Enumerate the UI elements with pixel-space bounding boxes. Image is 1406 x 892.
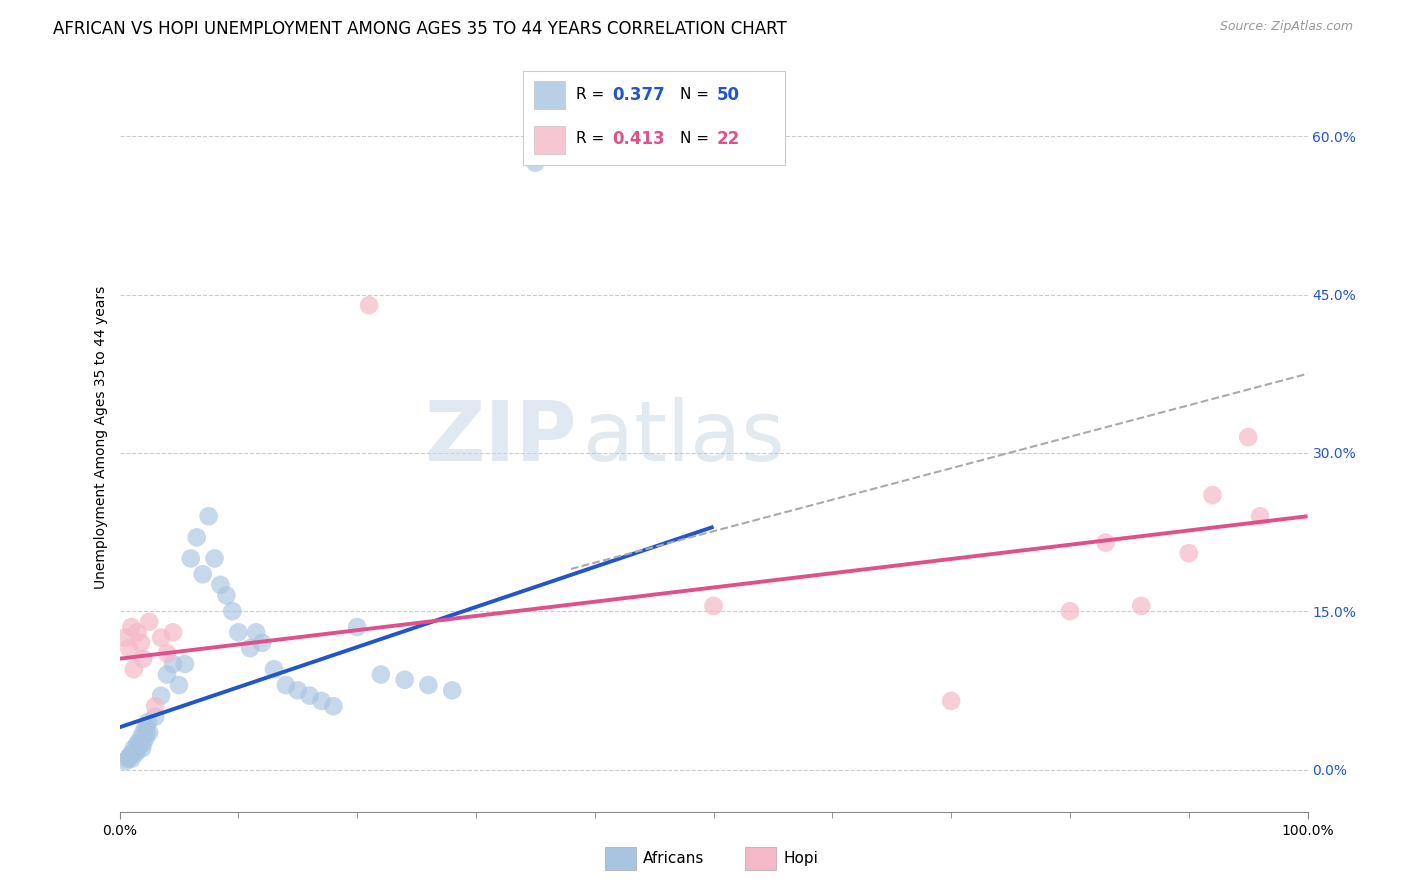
Point	[1059, 604, 1081, 618]
Point	[245, 625, 267, 640]
Point	[114, 631, 136, 645]
Point	[143, 710, 166, 724]
Point	[418, 678, 440, 692]
Point	[128, 739, 150, 754]
Text: Source: ZipAtlas.com: Source: ZipAtlas.com	[1219, 20, 1353, 33]
Text: N =: N =	[681, 131, 714, 146]
Point	[167, 678, 190, 692]
Point	[138, 615, 160, 629]
Point	[346, 620, 368, 634]
Bar	[534, 126, 565, 153]
Point	[120, 620, 142, 634]
Point	[150, 689, 173, 703]
Text: N =: N =	[681, 87, 714, 103]
Point	[1178, 546, 1201, 560]
Point	[135, 731, 157, 745]
Point	[162, 657, 184, 671]
Point	[132, 736, 155, 750]
Point	[322, 699, 344, 714]
Point	[129, 731, 152, 745]
Y-axis label: Unemployment Among Ages 35 to 44 years: Unemployment Among Ages 35 to 44 years	[94, 285, 108, 589]
Point	[114, 754, 136, 768]
Point	[228, 625, 250, 640]
Text: ZIP: ZIP	[425, 397, 576, 477]
Point	[204, 551, 226, 566]
Point	[132, 725, 155, 739]
Point	[239, 641, 262, 656]
Point	[441, 683, 464, 698]
Point	[131, 741, 153, 756]
Point	[135, 725, 157, 739]
Text: AFRICAN VS HOPI UNEMPLOYMENT AMONG AGES 35 TO 44 YEARS CORRELATION CHART: AFRICAN VS HOPI UNEMPLOYMENT AMONG AGES …	[53, 20, 787, 37]
Point	[118, 641, 141, 656]
Bar	[534, 81, 565, 109]
Point	[274, 678, 297, 692]
Point	[298, 689, 321, 703]
Text: R =: R =	[575, 87, 609, 103]
Point	[136, 714, 159, 729]
Point	[128, 736, 150, 750]
Text: atlas: atlas	[583, 397, 785, 477]
Point	[1094, 535, 1116, 549]
Point	[156, 667, 179, 681]
Point	[221, 604, 243, 618]
Point	[311, 694, 333, 708]
Point	[127, 625, 149, 640]
Point	[703, 599, 725, 613]
Text: 22: 22	[717, 130, 740, 148]
Point	[524, 155, 547, 169]
Point	[135, 720, 157, 734]
Point	[127, 736, 149, 750]
Text: 0.377: 0.377	[613, 86, 665, 103]
Point	[197, 509, 219, 524]
Point	[1201, 488, 1223, 502]
Point	[120, 752, 142, 766]
Point	[180, 551, 202, 566]
Point	[122, 741, 145, 756]
Text: 0.413: 0.413	[613, 130, 665, 148]
Point	[1130, 599, 1153, 613]
Point	[357, 298, 380, 312]
Point	[287, 683, 309, 698]
Point	[122, 662, 145, 676]
Point	[1249, 509, 1271, 524]
Text: Hopi: Hopi	[783, 852, 818, 866]
Point	[370, 667, 392, 681]
Text: Africans: Africans	[643, 852, 704, 866]
Point	[173, 657, 195, 671]
Point	[191, 567, 214, 582]
Point	[124, 747, 146, 761]
Point	[941, 694, 963, 708]
Point	[120, 747, 142, 761]
Point	[118, 749, 141, 764]
Point	[156, 647, 179, 661]
Point	[129, 636, 152, 650]
Point	[1237, 430, 1260, 444]
Point	[117, 752, 139, 766]
Text: 50: 50	[717, 86, 740, 103]
Point	[209, 578, 232, 592]
Point	[138, 725, 160, 739]
Point	[127, 743, 149, 757]
Point	[394, 673, 416, 687]
Point	[215, 588, 238, 602]
Point	[263, 662, 285, 676]
Point	[162, 625, 184, 640]
Point	[250, 636, 273, 650]
Point	[132, 651, 155, 665]
Text: R =: R =	[575, 131, 609, 146]
Point	[150, 631, 173, 645]
Point	[186, 530, 208, 544]
Point	[143, 699, 166, 714]
